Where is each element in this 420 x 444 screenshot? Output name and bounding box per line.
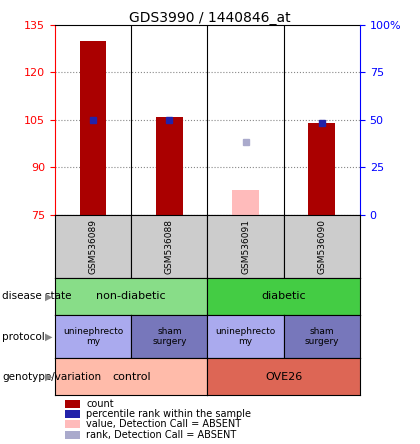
Text: control: control — [112, 372, 150, 382]
Text: GDS3990 / 1440846_at: GDS3990 / 1440846_at — [129, 11, 291, 25]
Bar — [232, 190, 259, 215]
Text: GSM536091: GSM536091 — [241, 219, 250, 274]
Text: rank, Detection Call = ABSENT: rank, Detection Call = ABSENT — [86, 430, 236, 440]
Text: GSM536088: GSM536088 — [165, 219, 174, 274]
Text: diabetic: diabetic — [261, 291, 306, 301]
Text: GSM536090: GSM536090 — [318, 219, 326, 274]
Text: percentile rank within the sample: percentile rank within the sample — [86, 409, 251, 419]
Text: non-diabetic: non-diabetic — [97, 291, 166, 301]
Text: uninephrecto
my: uninephrecto my — [215, 327, 276, 346]
Bar — [308, 123, 335, 215]
Text: uninephrecto
my: uninephrecto my — [63, 327, 123, 346]
Text: count: count — [86, 399, 114, 408]
Text: OVE26: OVE26 — [265, 372, 302, 382]
Text: ▶: ▶ — [45, 372, 52, 382]
Text: genotype/variation: genotype/variation — [2, 372, 101, 382]
Bar — [156, 117, 183, 215]
Text: value, Detection Call = ABSENT: value, Detection Call = ABSENT — [86, 419, 241, 429]
Text: sham
surgery: sham surgery — [304, 327, 339, 346]
Text: disease state: disease state — [2, 291, 71, 301]
Text: ▶: ▶ — [45, 291, 52, 301]
Text: protocol: protocol — [2, 332, 45, 341]
Text: GSM536089: GSM536089 — [89, 219, 97, 274]
Bar — [80, 41, 107, 215]
Text: sham
surgery: sham surgery — [152, 327, 186, 346]
Text: ▶: ▶ — [45, 332, 52, 341]
